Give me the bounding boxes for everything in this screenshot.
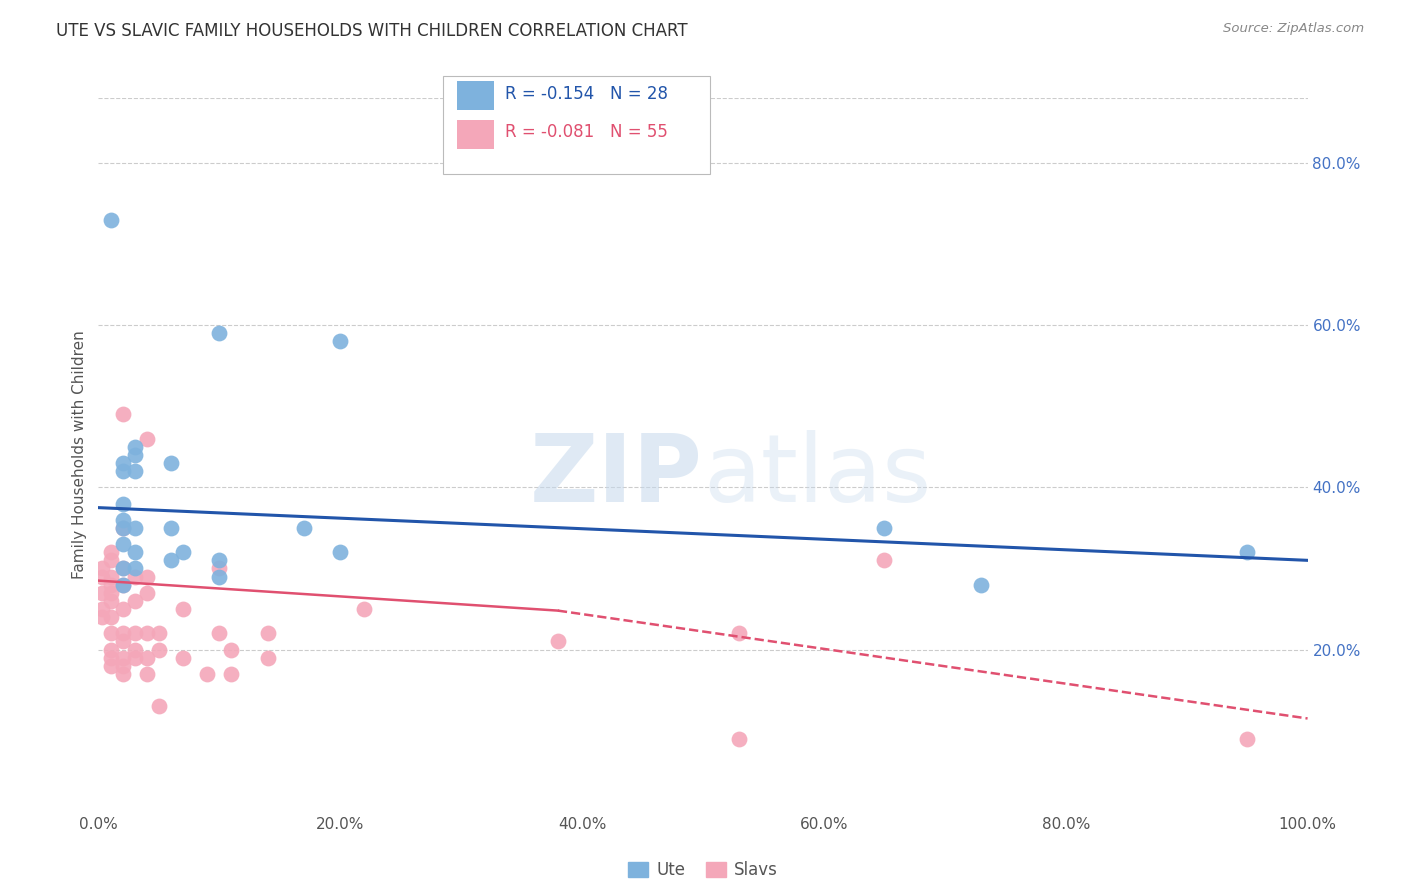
Point bbox=[111, 577, 134, 591]
Text: R = -0.081   N = 55: R = -0.081 N = 55 bbox=[505, 123, 668, 141]
Point bbox=[353, 602, 375, 616]
Text: atlas: atlas bbox=[703, 430, 931, 523]
Point bbox=[111, 602, 134, 616]
Point bbox=[111, 626, 134, 640]
Point bbox=[124, 448, 146, 462]
Point bbox=[91, 602, 114, 616]
Text: UTE VS SLAVIC FAMILY HOUSEHOLDS WITH CHILDREN CORRELATION CHART: UTE VS SLAVIC FAMILY HOUSEHOLDS WITH CHI… bbox=[56, 22, 688, 40]
Point bbox=[111, 634, 134, 648]
Point bbox=[111, 666, 134, 681]
Point bbox=[728, 731, 751, 746]
Point bbox=[100, 577, 122, 591]
Point bbox=[208, 626, 231, 640]
Point bbox=[124, 569, 146, 583]
Point bbox=[221, 666, 243, 681]
Point bbox=[172, 602, 194, 616]
Point bbox=[728, 626, 751, 640]
Point bbox=[91, 586, 114, 600]
Point bbox=[135, 650, 157, 665]
Legend: Ute, Slavs: Ute, Slavs bbox=[621, 855, 785, 886]
Point bbox=[91, 569, 114, 583]
Point bbox=[208, 569, 231, 583]
Text: R = -0.154   N = 28: R = -0.154 N = 28 bbox=[505, 85, 668, 103]
Point bbox=[148, 699, 170, 714]
Point bbox=[111, 521, 134, 535]
Point bbox=[148, 626, 170, 640]
Point bbox=[135, 432, 157, 446]
Point bbox=[111, 658, 134, 673]
Text: Source: ZipAtlas.com: Source: ZipAtlas.com bbox=[1223, 22, 1364, 36]
Point bbox=[135, 666, 157, 681]
Point bbox=[148, 642, 170, 657]
Point bbox=[111, 650, 134, 665]
Point bbox=[100, 658, 122, 673]
Point bbox=[124, 440, 146, 454]
Point bbox=[195, 666, 218, 681]
Point bbox=[100, 610, 122, 624]
Point bbox=[329, 545, 352, 559]
Point bbox=[111, 497, 134, 511]
Point bbox=[208, 553, 231, 567]
Point bbox=[292, 521, 315, 535]
Point bbox=[135, 586, 157, 600]
Point bbox=[111, 456, 134, 470]
Point bbox=[111, 408, 134, 422]
Point bbox=[208, 326, 231, 341]
Point bbox=[111, 464, 134, 478]
Point bbox=[91, 561, 114, 575]
Point bbox=[100, 626, 122, 640]
Point bbox=[124, 545, 146, 559]
Point bbox=[124, 642, 146, 657]
Point bbox=[160, 553, 183, 567]
Point bbox=[208, 561, 231, 575]
Point bbox=[91, 610, 114, 624]
Point bbox=[547, 634, 569, 648]
Point bbox=[100, 642, 122, 657]
Point bbox=[1236, 545, 1258, 559]
Point bbox=[172, 545, 194, 559]
Point bbox=[100, 545, 122, 559]
Point bbox=[160, 456, 183, 470]
Y-axis label: Family Households with Children: Family Households with Children bbox=[72, 331, 87, 579]
Point bbox=[124, 594, 146, 608]
Point bbox=[111, 513, 134, 527]
Text: ZIP: ZIP bbox=[530, 430, 703, 523]
Point bbox=[111, 577, 134, 591]
Point bbox=[111, 521, 134, 535]
Point bbox=[970, 577, 993, 591]
Point bbox=[256, 650, 278, 665]
Point bbox=[124, 650, 146, 665]
Point bbox=[100, 594, 122, 608]
Point bbox=[111, 537, 134, 551]
Point bbox=[135, 626, 157, 640]
Point bbox=[111, 561, 134, 575]
Point bbox=[256, 626, 278, 640]
Point bbox=[100, 586, 122, 600]
Point bbox=[111, 561, 134, 575]
Point bbox=[124, 626, 146, 640]
Point bbox=[160, 521, 183, 535]
Point bbox=[100, 553, 122, 567]
Point bbox=[100, 569, 122, 583]
Point bbox=[124, 521, 146, 535]
Point bbox=[124, 561, 146, 575]
Point bbox=[221, 642, 243, 657]
Point bbox=[100, 212, 122, 227]
Point bbox=[100, 650, 122, 665]
Point bbox=[329, 334, 352, 349]
Point bbox=[172, 650, 194, 665]
Point bbox=[124, 464, 146, 478]
Point bbox=[1236, 731, 1258, 746]
Point bbox=[873, 553, 896, 567]
Point bbox=[135, 569, 157, 583]
Point bbox=[873, 521, 896, 535]
